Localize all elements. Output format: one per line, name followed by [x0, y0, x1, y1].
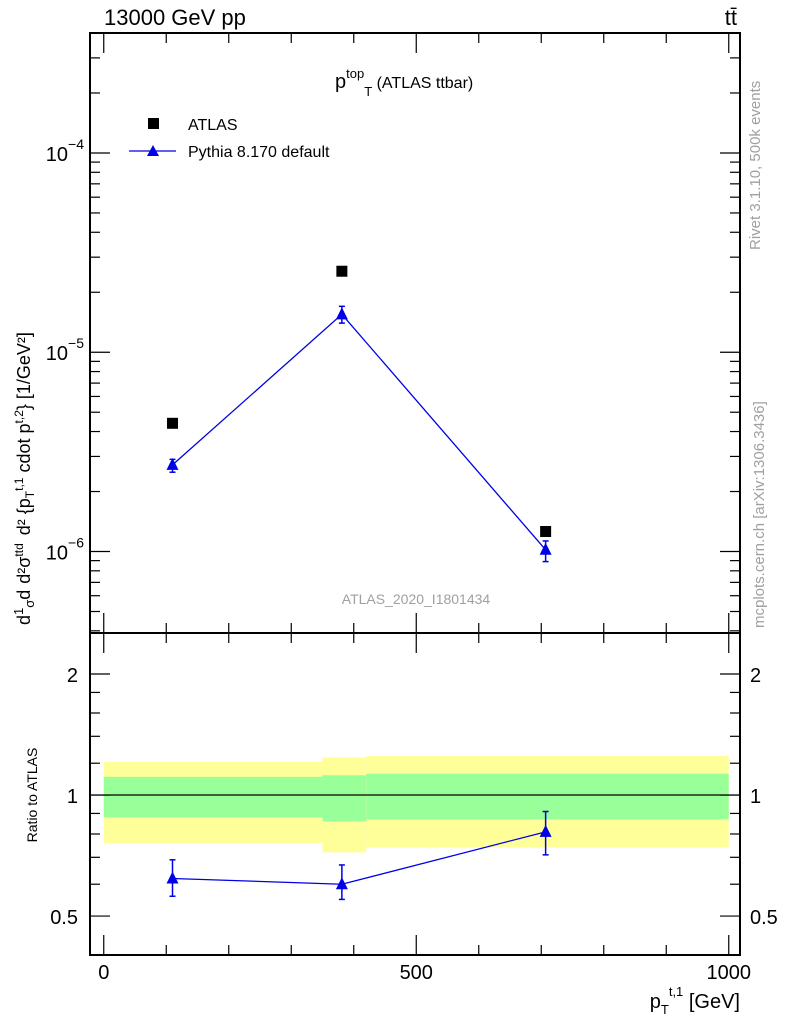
atlas-point [540, 526, 552, 538]
band-inner [103, 776, 323, 818]
ratio-y-tick-label: 1 [67, 786, 78, 808]
band-inner [366, 773, 729, 820]
energy-label: 13000 GeV pp [104, 5, 246, 30]
band-inner [322, 775, 367, 822]
process-label: tt̄ [725, 5, 737, 30]
pythia-ratio-point [335, 877, 348, 890]
ratio-frame [89, 632, 741, 956]
ratio-y-tick-label-right: 2 [750, 665, 761, 687]
x-tick-label: 1000 [707, 962, 752, 984]
pythia-ratio-point [166, 871, 179, 884]
pythia-line [172, 313, 547, 551]
ratio-y-tick-label: 0.5 [50, 907, 78, 929]
atlas-point [167, 417, 178, 429]
pythia-point [166, 457, 179, 470]
y-tick-label: 10−5 [46, 335, 84, 365]
x-tick-label: 500 [400, 962, 433, 984]
atlas-point [336, 265, 348, 277]
ratio-bands [103, 756, 729, 853]
axis-ticks [90, 32, 740, 956]
pythia-ratio-point [539, 824, 552, 837]
plot-title: ptopT (ATLAS ttbar) [335, 66, 473, 99]
y-tick-label: 10−6 [46, 535, 84, 565]
ratio-y-label: Ratio to ATLAS [24, 748, 40, 843]
x-tick-label: 0 [98, 962, 109, 984]
legend-atlas-label: ATLAS [188, 117, 238, 134]
ratio-y-tick-label-right: 1 [750, 786, 761, 808]
pythia-point [335, 307, 348, 320]
ratio-y-tick-label-right: 0.5 [750, 907, 778, 929]
mcplots-label: mcplots.cern.ch [arXiv:1306.3436] [751, 401, 768, 628]
legend-atlas-marker [148, 118, 159, 129]
legend-pythia-label: Pythia 8.170 default [188, 144, 330, 161]
y-axis-label: d1σdd²σttdd² {pTt,1 cdot pt,2} [1/GeV²] [11, 332, 37, 625]
y-tick-label: 10−4 [46, 136, 84, 166]
data-marks [166, 265, 552, 901]
legend-pythia-marker [147, 145, 159, 156]
x-axis-label: pTt,1 [GeV] [650, 984, 740, 1017]
pythia-point [539, 542, 552, 555]
analysis-id: ATLAS_2020_I1801434 [342, 591, 491, 607]
ratio-y-tick-label: 2 [67, 665, 78, 687]
rivet-label: Rivet 3.1.10, 500k events [747, 81, 764, 250]
tick-labels: 10−4 10−5 10−6 2 2 1 1 0.5 0.5 0 500 1000 [46, 136, 778, 984]
